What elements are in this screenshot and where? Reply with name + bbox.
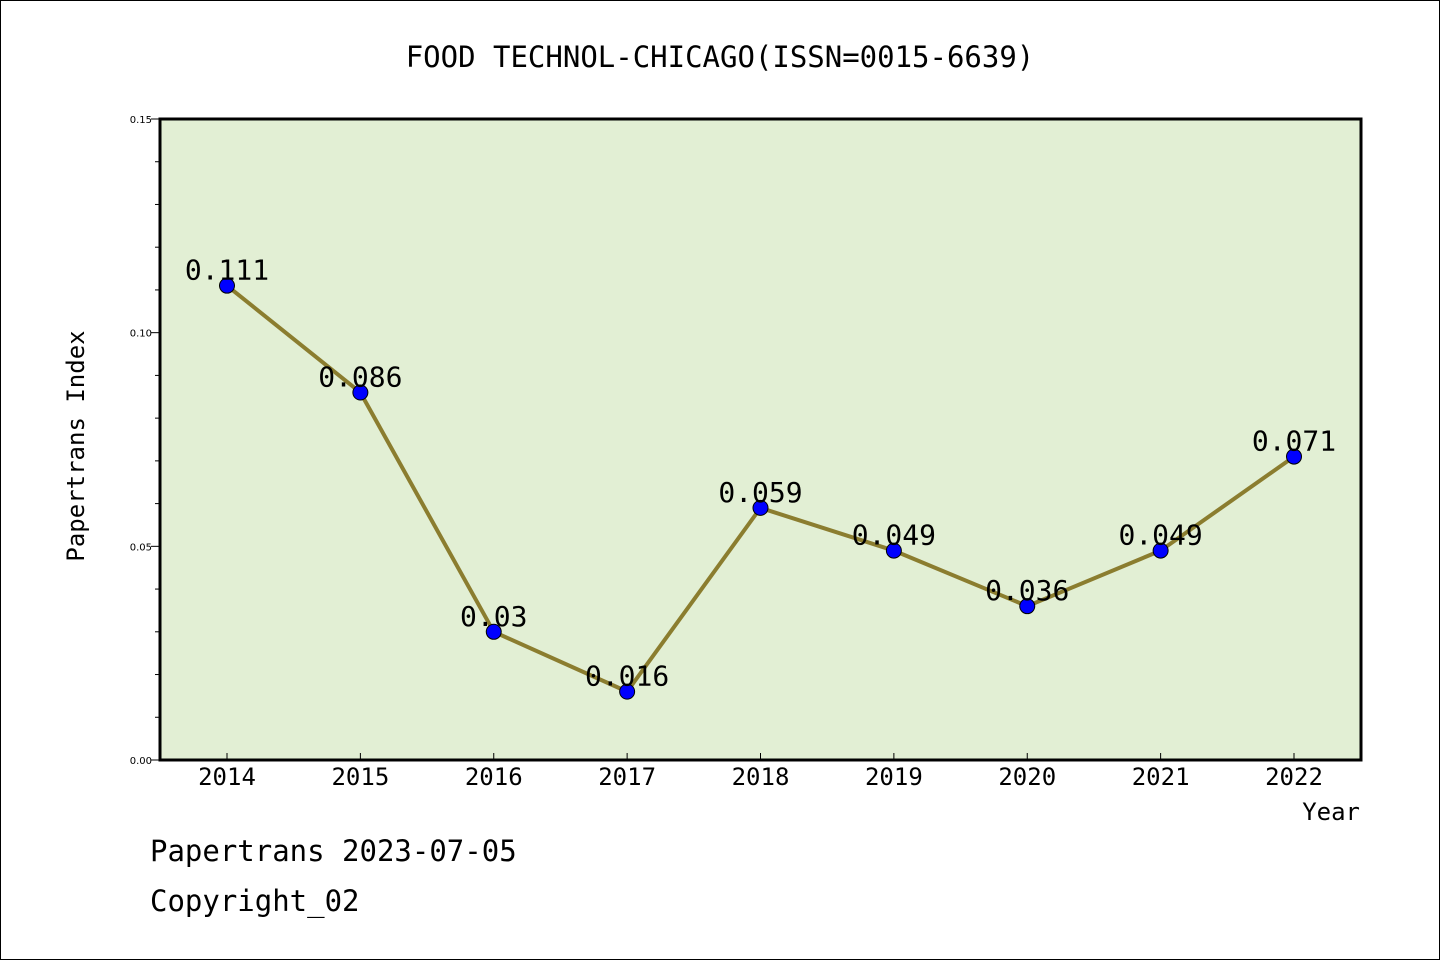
data-point (752, 499, 769, 516)
x-tick-label: 2017 (598, 763, 656, 791)
data-point (485, 623, 502, 640)
y-tick-label: 0.00 (130, 756, 152, 767)
data-points (219, 277, 1302, 700)
x-tick-label: 2022 (1265, 763, 1323, 791)
chart-title: FOOD TECHNOL-CHICAGO(ISSN=0015-6639) (406, 40, 1035, 74)
x-axis-label: Year (1302, 798, 1360, 826)
x-tick-label: 2015 (331, 763, 389, 791)
data-label: 0.086 (318, 360, 402, 393)
data-point (1019, 598, 1036, 615)
y-axis-label: Papertrans Index (62, 330, 90, 561)
x-axis: 2014 2015 2016 2017 2018 2019 2020 2021 2022 (198, 753, 1323, 791)
data-point (1286, 448, 1302, 465)
x-tick-label: 2021 (1132, 763, 1190, 791)
data-label: 0.036 (985, 574, 1069, 607)
data-point (619, 683, 636, 700)
data-label: 0.016 (585, 660, 669, 693)
y-tick-label: 0.05 (130, 542, 152, 553)
data-label: 0.049 (852, 519, 936, 552)
data-label: 0.059 (718, 476, 802, 509)
x-tick-label: 2016 (465, 763, 523, 791)
data-labels: 0.111 0.086 0.03 0.016 0.059 0.049 0.036 0.049 0… (185, 254, 1336, 693)
footer-copyright: Copyright_02 (150, 884, 360, 918)
data-label: 0.111 (185, 254, 269, 287)
data-point (1152, 542, 1169, 559)
data-point (885, 542, 902, 559)
footer-source: Papertrans 2023-07-05 (150, 834, 517, 868)
x-tick-label: 2014 (198, 763, 256, 791)
y-tick-label: 0.15 (130, 115, 152, 126)
data-label: 0.049 (1118, 519, 1202, 552)
y-axis: 0.00 0.05 0.10 0.15 (130, 115, 160, 767)
plot-area (158, 117, 1363, 762)
y-tick-label: 0.10 (130, 329, 152, 340)
data-point (352, 384, 369, 401)
x-tick-label: 2018 (732, 763, 790, 791)
x-tick-label: 2019 (865, 763, 923, 791)
data-point (219, 277, 235, 294)
data-label: 0.071 (1252, 425, 1336, 458)
x-tick-label: 2020 (998, 763, 1056, 791)
data-label: 0.03 (460, 600, 527, 633)
